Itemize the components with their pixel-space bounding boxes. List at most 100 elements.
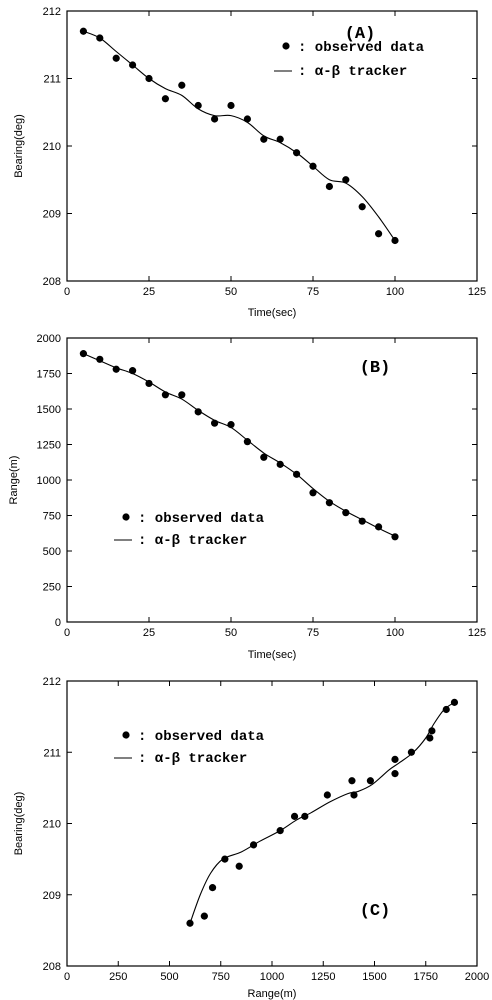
legend: : observed data : α-β tracker: [274, 40, 425, 80]
x-tick-label: 0: [64, 971, 70, 983]
observed-data-point: [426, 734, 434, 742]
y-tick-label: 211: [43, 74, 61, 86]
y-tick-label: 211: [43, 747, 61, 759]
legend: : observed data : α-β tracker: [114, 729, 265, 767]
observed-data-point: [235, 862, 243, 870]
observed-data-point: [112, 54, 120, 62]
y-tick-label: 209: [43, 890, 61, 902]
x-tick-label: 1250: [311, 971, 335, 983]
y-tick-label: 208: [43, 276, 61, 288]
observed-data-point: [348, 777, 356, 785]
tracker-line: [189, 701, 455, 924]
y-tick-label: 1250: [37, 440, 61, 452]
legend-marker-observed: [122, 731, 130, 739]
x-axis-label: Time(sec): [248, 649, 296, 661]
observed-data-point: [350, 791, 358, 799]
observed-data-point: [325, 182, 333, 191]
observed-data-point: [178, 81, 186, 89]
x-tick-label: 2000: [465, 971, 489, 983]
observed-data-point: [227, 101, 235, 110]
observed-data-point: [194, 408, 202, 416]
x-axis-label: Time(sec): [248, 307, 296, 319]
y-axis-label: Range(m): [8, 456, 20, 505]
y-tick-label: 210: [43, 141, 61, 153]
plot-frame: [66, 337, 478, 623]
y-tick-label: 1750: [37, 369, 61, 381]
observed-data-point: [391, 755, 399, 763]
x-tick-label: 25: [143, 627, 155, 639]
x-tick-label: 0: [64, 286, 70, 298]
observed-data-point: [276, 135, 284, 143]
observed-data-point: [290, 812, 299, 820]
observed-data-point: [323, 791, 331, 799]
observed-data-point: [375, 230, 383, 238]
y-tick-label: 250: [43, 582, 61, 594]
chart-panel-1: 0 25 50 75 100 125025050075010001250150017502…: [8, 333, 486, 661]
legend-label-observed: : observed data: [298, 40, 425, 56]
observed-data-point: [161, 95, 169, 103]
observed-data-point: [194, 101, 202, 110]
x-axis-label: Range(m): [248, 988, 297, 1000]
chart-panel-2: 0 250 500 750 1000 1250 1500 1750 2000 208 209 210 2…: [13, 676, 489, 1000]
legend: : observed data : α-β tracker: [114, 511, 265, 549]
observed-data-point: [260, 453, 268, 461]
x-tick-label: 1750: [414, 971, 438, 983]
x-tick-label: 125: [468, 627, 486, 639]
legend-label-tracker: : α-β tracker: [298, 64, 407, 80]
panel-title: (C): [360, 902, 391, 921]
y-tick-label: 212: [43, 6, 61, 18]
x-tick-label: 75: [307, 286, 319, 298]
x-tick-label: 125: [468, 286, 486, 298]
y-tick-label: 2000: [37, 333, 61, 345]
legend-label-observed: : observed data: [138, 729, 265, 745]
observed-data-point: [200, 912, 208, 920]
y-tick-label: 212: [43, 676, 61, 688]
observed-data-point: [208, 884, 217, 892]
observed-data-point: [358, 203, 366, 211]
y-tick-label: 750: [43, 511, 61, 523]
observed-data-point: [428, 727, 436, 735]
x-tick-label: 500: [160, 971, 178, 983]
observed-data-point: [325, 499, 333, 507]
observed-data-point: [243, 438, 251, 446]
y-tick-label: 208: [43, 961, 61, 973]
observed-data-point: [342, 509, 350, 517]
observed-data-point: [178, 391, 186, 399]
panel-title: (B): [360, 359, 391, 378]
legend-marker-observed: [122, 513, 130, 521]
x-tick-label: 1000: [260, 971, 284, 983]
y-axis-label: Bearing(deg): [13, 114, 25, 178]
observed-data-point: [391, 770, 399, 778]
observed-data-point: [450, 698, 459, 706]
tracker-line: [83, 353, 396, 537]
observed-data-point: [276, 460, 284, 468]
legend-label-tracker: : α-β tracker: [138, 533, 247, 549]
y-tick-label: 0: [55, 617, 61, 629]
x-tick-label: 50: [225, 286, 237, 298]
x-tick-label: 0: [64, 627, 70, 639]
x-tick-label: 250: [109, 971, 127, 983]
plot-frame: [66, 680, 478, 967]
x-tick-label: 75: [307, 627, 319, 639]
observed-data-point: [309, 489, 317, 497]
legend-marker-observed: [282, 42, 290, 50]
chart-panel-0: 0 25 50 75 100 125 208 209 210 211 212 Time(sec) Bea…: [13, 6, 486, 319]
panel-title: (A): [345, 25, 376, 44]
observed-data-point: [442, 705, 450, 714]
y-tick-label: 500: [43, 546, 61, 558]
observed-data-point: [391, 533, 399, 541]
y-tick-label: 210: [43, 819, 61, 831]
x-tick-label: 100: [386, 286, 404, 298]
observed-data-point: [211, 115, 219, 123]
legend-label-tracker: : α-β tracker: [138, 751, 247, 767]
x-tick-label: 750: [212, 971, 230, 983]
legend-label-observed: : observed data: [138, 511, 265, 527]
observed-data-point: [366, 777, 374, 785]
observed-data-point: [342, 176, 350, 184]
y-axis-label: Bearing(deg): [13, 792, 25, 856]
tracker-line: [83, 30, 396, 241]
y-tick-label: 209: [43, 209, 61, 221]
y-tick-label: 1000: [37, 475, 61, 487]
y-tick-label: 1500: [37, 404, 61, 416]
